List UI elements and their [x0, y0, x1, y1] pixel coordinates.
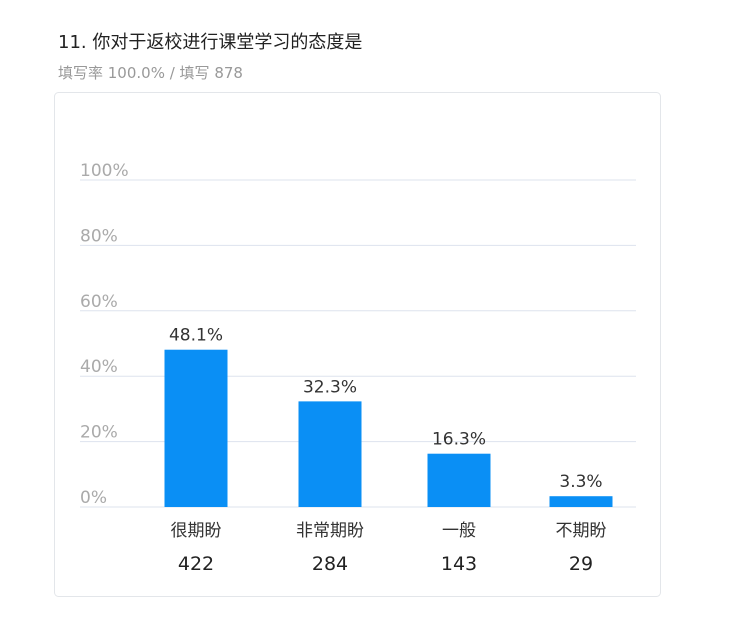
y-tick-label: 20%: [80, 423, 118, 443]
y-tick-label: 60%: [80, 292, 118, 312]
x-tick-label: 非常期盼: [296, 521, 364, 541]
bar: [298, 401, 362, 507]
x-tick-label: 一般: [442, 521, 476, 541]
chart-subtitle: 填写率 100.0% / 填写 878: [58, 64, 243, 82]
y-tick-label: 0%: [80, 488, 107, 508]
count-label: 284: [312, 553, 348, 575]
count-label: 422: [178, 553, 214, 575]
y-tick-label: 80%: [80, 226, 118, 246]
y-tick-label: 40%: [80, 357, 118, 377]
value-label: 3.3%: [559, 472, 602, 492]
x-tick-label: 不期盼: [556, 521, 607, 541]
bar: [549, 496, 613, 507]
value-label: 48.1%: [169, 326, 223, 346]
bar: [427, 453, 491, 507]
chart-title: 11. 你对于返校进行课堂学习的态度是: [58, 32, 362, 53]
value-label: 16.3%: [432, 430, 486, 450]
x-tick-label: 很期盼: [171, 521, 222, 541]
count-label: 29: [569, 553, 593, 575]
count-label: 143: [441, 553, 477, 575]
y-tick-label: 100%: [80, 161, 129, 181]
value-label: 32.3%: [303, 377, 357, 397]
bar: [164, 349, 228, 507]
